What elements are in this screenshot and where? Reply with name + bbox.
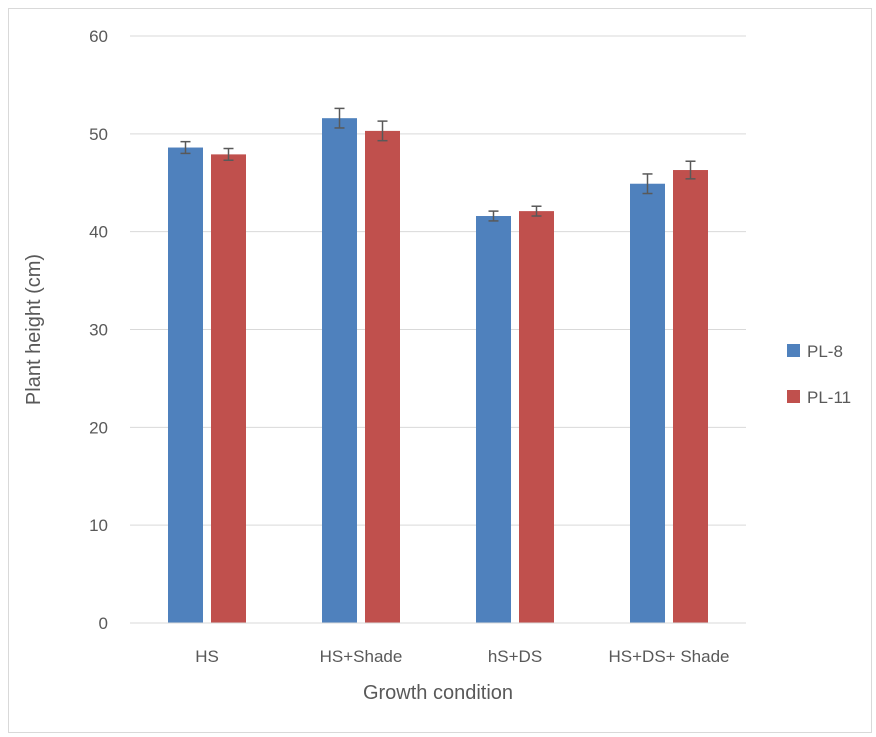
y-tick-label: 20 — [89, 418, 108, 437]
bar-pl-11 — [365, 130, 400, 624]
legend: PL-8 PL-11 — [787, 342, 851, 407]
chart-area — [8, 8, 872, 733]
bar-pl-8 — [630, 183, 665, 623]
bars — [168, 118, 708, 624]
x-tick-label: hS+DS — [488, 647, 542, 666]
bar-pl-11 — [673, 170, 708, 623]
x-axis-title: Growth condition — [363, 682, 513, 704]
y-axis-ticks: 0 10 20 30 40 50 60 — [89, 27, 108, 633]
bar-pl-8 — [322, 118, 357, 624]
x-axis-ticks: HS HS+Shade hS+DS HS+DS+ Shade — [195, 647, 729, 666]
y-tick-label: 10 — [89, 516, 108, 535]
legend-swatch — [787, 344, 800, 357]
bar-pl-11 — [519, 211, 554, 623]
y-axis-title: Plant height (cm) — [23, 254, 45, 405]
legend-label: PL-8 — [807, 342, 843, 361]
bar-pl-8 — [476, 216, 511, 623]
y-tick-label: 30 — [89, 321, 108, 340]
bar-pl-8 — [168, 147, 203, 623]
legend-label: PL-11 — [807, 388, 851, 407]
x-tick-label: HS+Shade — [320, 647, 403, 666]
y-tick-label: 50 — [89, 125, 108, 144]
y-tick-label: 40 — [89, 223, 108, 242]
error-bars — [180, 107, 696, 222]
x-tick-label: HS — [195, 647, 219, 666]
bar-pl-11 — [211, 154, 246, 623]
y-tick-label: 60 — [89, 27, 108, 46]
x-tick-label: HS+DS+ Shade — [609, 647, 730, 666]
legend-swatch — [787, 390, 800, 403]
y-tick-label: 0 — [99, 614, 108, 633]
